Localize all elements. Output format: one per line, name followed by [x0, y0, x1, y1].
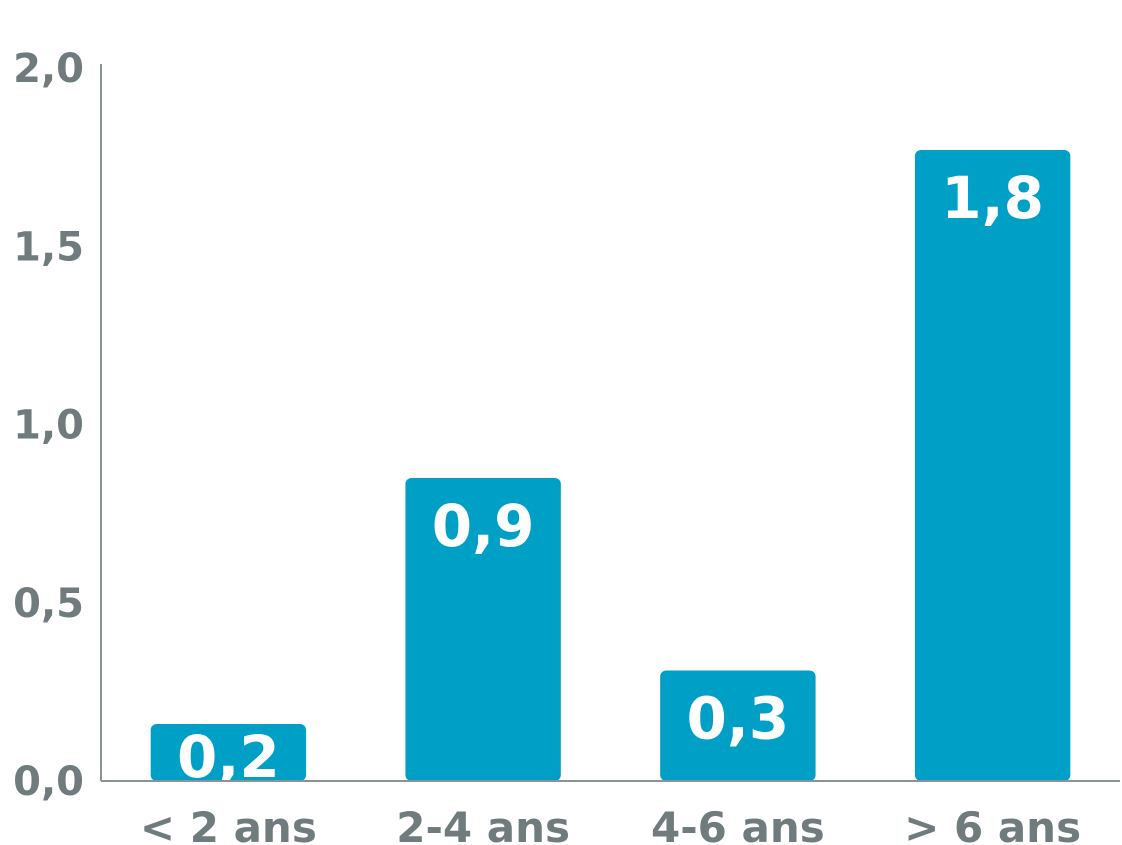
y-tick-label: 0,5 [13, 581, 84, 627]
x-category-label: 2-4 ans [396, 803, 570, 845]
y-tick-label: 1,5 [13, 224, 84, 270]
x-category-label: 4-6 ans [651, 803, 825, 845]
y-axis-ticks: 0,0 0,5 1,0 1,5 2,0 [13, 46, 84, 805]
bars [150, 149, 1071, 781]
bar-value-label: 0,9 [432, 492, 535, 560]
bar [914, 149, 1071, 781]
bar [405, 477, 561, 781]
bar-value-label: 0,3 [687, 684, 790, 752]
x-category-label: < 2 ans [140, 803, 317, 845]
value-labels: 0,2 0,9 0,3 1,8 [177, 164, 1044, 791]
x-category-label: > 6 ans [904, 803, 1081, 845]
bar-value-label: 1,8 [941, 164, 1044, 232]
bar [660, 670, 816, 781]
bar [150, 723, 307, 781]
bar-value-label: 0,2 [177, 723, 280, 791]
y-tick-label: 0,0 [13, 759, 84, 805]
y-tick-label: 2,0 [13, 46, 84, 92]
y-tick-label: 1,0 [13, 403, 84, 449]
category-labels: < 2 ans 2-4 ans 4-6 ans > 6 ans [140, 803, 1081, 845]
